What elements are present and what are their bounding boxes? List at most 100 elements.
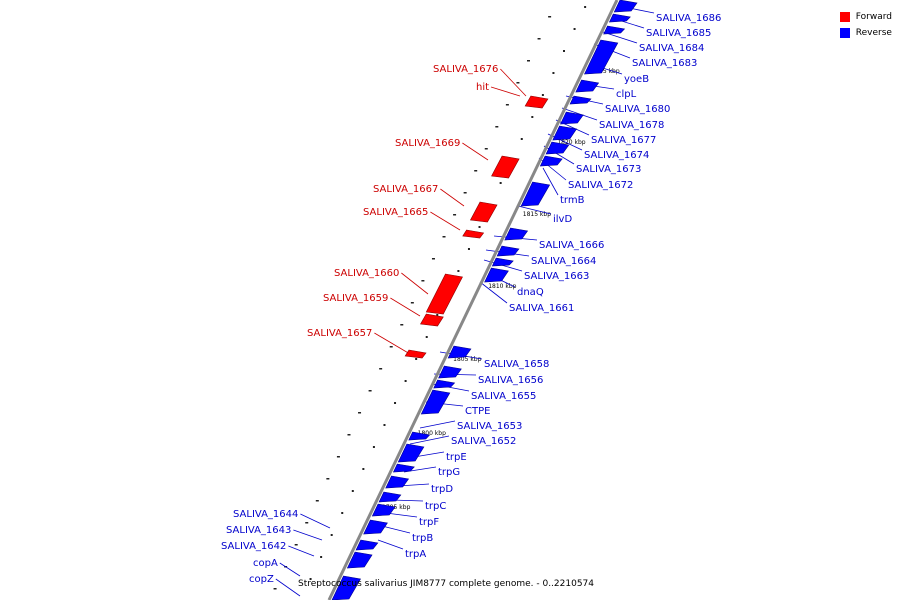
reverse-gene	[392, 463, 415, 473]
legend-label: Forward	[855, 12, 892, 22]
gene-label-reverse[interactable]: trpG	[438, 467, 460, 478]
legend-label: Reverse	[855, 28, 892, 38]
gene-label-forward[interactable]: SALIVA_1669	[395, 138, 460, 149]
genome-caption: Streptococcus salivarius JIM8777 complet…	[298, 579, 594, 589]
gene-label-reverse[interactable]: SALIVA_1652	[451, 436, 516, 447]
gene-label-forward[interactable]: SALIVA_1660	[334, 268, 399, 279]
legend: Forward Reverse	[839, 9, 892, 41]
tick-mark	[478, 226, 481, 228]
reverse-gene	[433, 379, 456, 389]
tick-mark	[326, 478, 330, 480]
gene-label-reverse[interactable]: clpL	[616, 89, 637, 100]
tick-mark	[358, 412, 362, 414]
tick-mark	[463, 192, 467, 194]
gene-label-reverse[interactable]: trpC	[425, 501, 446, 512]
gene-label-forward[interactable]: SALIVA_1667	[373, 184, 438, 195]
tick-mark	[320, 556, 323, 558]
reverse-gene	[569, 95, 592, 105]
tick-mark	[400, 324, 404, 326]
gene-label-reverse[interactable]: trmB	[560, 195, 585, 206]
gene-label-reverse[interactable]: SALIVA_1643	[226, 525, 291, 536]
tick-mark	[563, 50, 565, 52]
kbp-tick-label: 1825 kbp	[591, 68, 619, 75]
tick-mark	[505, 104, 509, 106]
kbp-tick-label: 1820 kbp	[557, 139, 585, 146]
reverse-gene	[575, 79, 600, 93]
tick-mark	[351, 490, 354, 492]
forward-swatch	[839, 12, 850, 22]
gene-label-reverse[interactable]: copA	[253, 558, 278, 569]
gene-leader-line	[374, 332, 411, 355]
gene-label-reverse[interactable]: SALIVA_1678	[599, 120, 664, 131]
reverse-gene	[613, 0, 638, 13]
reverse-gene	[583, 39, 619, 75]
tick-mark	[541, 94, 544, 96]
gene-label-forward[interactable]: SALIVA_1657	[307, 328, 372, 339]
tick-mark	[453, 214, 457, 216]
gene-label-reverse[interactable]: SALIVA_1685	[646, 28, 711, 39]
gene-label-reverse[interactable]: dnaQ	[517, 287, 544, 298]
tick-mark	[431, 258, 435, 260]
tick-mark	[341, 512, 344, 514]
gene-leader-line	[385, 512, 418, 518]
reverse-gene	[346, 551, 373, 569]
reverse-gene	[438, 365, 462, 379]
forward-gene	[425, 273, 463, 315]
gene-label-reverse[interactable]: yoeB	[624, 74, 649, 85]
gene-label-reverse[interactable]: SALIVA_1672	[568, 180, 633, 191]
gene-label-forward[interactable]: SALIVA_1665	[363, 207, 428, 218]
gene-label-reverse[interactable]: SALIVA_1677	[591, 135, 656, 146]
gene-label-reverse[interactable]: trpE	[446, 452, 467, 463]
gene-label-forward[interactable]: SALIVA_1659	[323, 293, 388, 304]
reverse-gene	[520, 181, 551, 207]
gene-label-reverse[interactable]: SALIVA_1655	[471, 391, 536, 402]
gene-label-reverse[interactable]: SALIVA_1658	[484, 359, 549, 370]
forward-gene	[491, 155, 520, 179]
genes-layer	[331, 0, 638, 600]
gene-label-reverse[interactable]: trpB	[412, 533, 433, 544]
forward-gene	[404, 349, 427, 359]
gene-label-reverse[interactable]: SALIVA_1644	[233, 509, 298, 520]
tick-mark	[584, 6, 587, 8]
gene-label-forward[interactable]: SALIVA_1676	[433, 64, 498, 75]
tick-mark	[548, 16, 552, 18]
gene-label-reverse[interactable]: trpF	[419, 517, 439, 528]
gene-label-reverse[interactable]: SALIVA_1653	[457, 421, 522, 432]
gene-label-reverse[interactable]: SALIVA_1683	[632, 58, 697, 69]
gene-label-reverse[interactable]: SALIVA_1686	[656, 13, 721, 24]
gene-label-reverse[interactable]: SALIVA_1673	[576, 164, 641, 175]
gene-label-reverse[interactable]: SALIVA_1664	[531, 256, 596, 267]
reverse-gene	[484, 267, 509, 283]
gene-leader-line	[377, 539, 404, 550]
gene-label-forward[interactable]: hit	[476, 82, 489, 93]
gene-label-reverse[interactable]: SALIVA_1684	[639, 43, 704, 54]
tick-mark	[457, 270, 460, 272]
tick-mark	[294, 544, 298, 546]
tick-mark	[273, 588, 277, 590]
tick-mark	[520, 138, 523, 140]
forward-gene	[524, 95, 549, 109]
gene-label-reverse[interactable]: SALIVA_1642	[221, 541, 286, 552]
gene-leader-line	[401, 272, 429, 295]
gene-label-reverse[interactable]: CTPE	[465, 406, 490, 417]
tick-mark	[425, 336, 428, 338]
gene-label-reverse[interactable]: SALIVA_1674	[584, 150, 649, 161]
tick-mark	[573, 28, 576, 30]
gene-label-reverse[interactable]: SALIVA_1661	[509, 303, 574, 314]
gene-leader-line	[542, 167, 559, 196]
gene-label-reverse[interactable]: SALIVA_1680	[605, 104, 670, 115]
ticks-layer: 1825 kbp 1820 kbp 1815 kbp 1810 kbp 1805 kbp…	[273, 6, 620, 590]
tick-mark	[309, 578, 312, 580]
gene-label-reverse[interactable]: SALIVA_1663	[524, 271, 589, 282]
tick-mark	[368, 390, 372, 392]
gene-leader-line	[490, 86, 521, 97]
gene-label-reverse[interactable]: ilvD	[553, 214, 572, 225]
tick-mark	[474, 170, 478, 172]
gene-label-reverse[interactable]: trpD	[431, 484, 453, 495]
gene-label-reverse[interactable]: SALIVA_1656	[478, 375, 543, 386]
gene-label-reverse[interactable]: copZ	[249, 574, 274, 585]
gene-label-reverse[interactable]: trpA	[405, 549, 426, 560]
kbp-tick-label: 1810 kbp	[488, 283, 516, 290]
gene-label-reverse[interactable]: SALIVA_1666	[539, 240, 604, 251]
